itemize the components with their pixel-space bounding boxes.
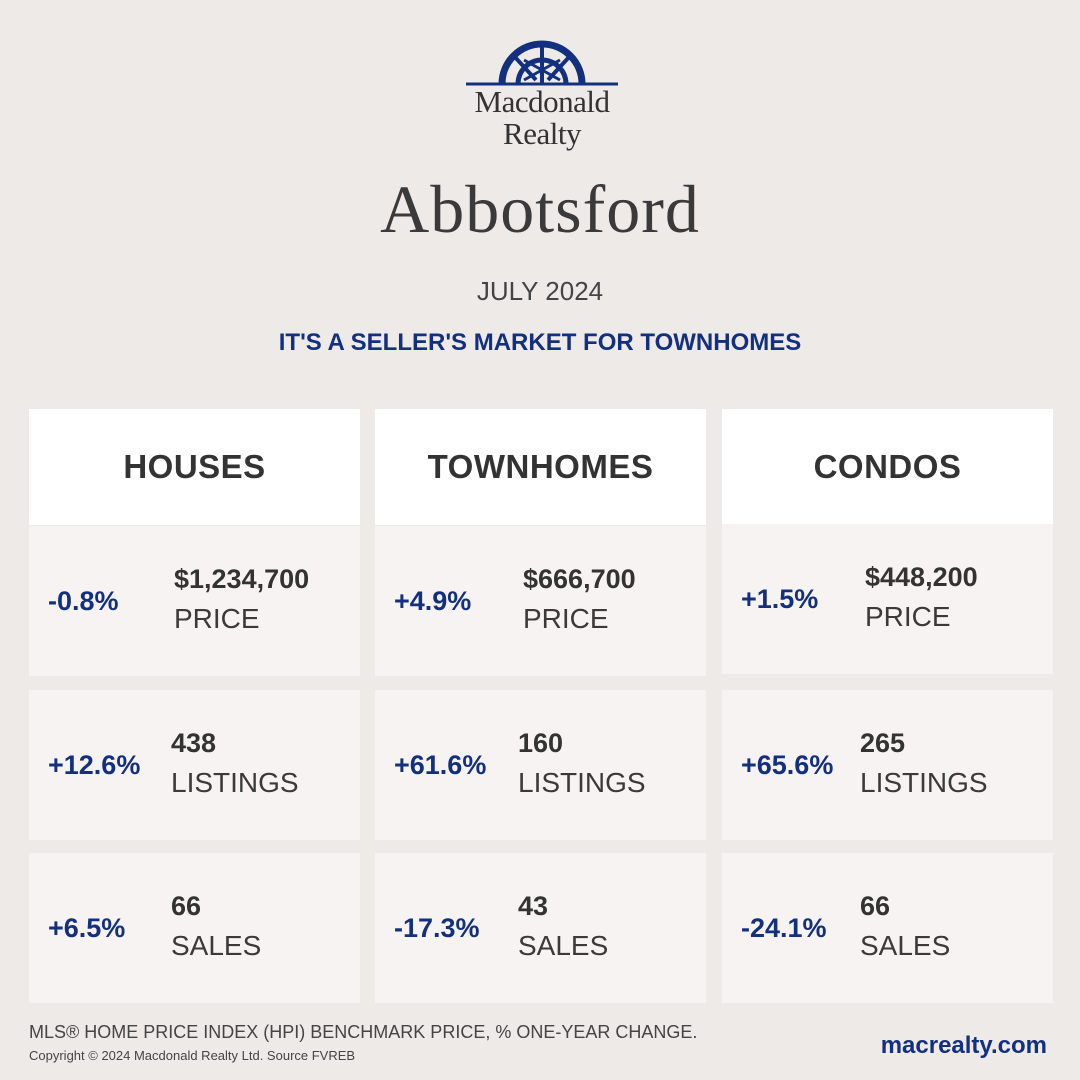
stat-change: +1.5% [741,583,819,614]
stat-value: 43 [518,891,549,921]
stat-value: 160 [518,728,564,758]
stat-change: +61.6% [394,749,487,780]
stat-card-sales: -17.3% 43 SALES [375,853,706,1003]
market-tagline: IT'S A SELLER'S MARKET FOR TOWNHOMES [278,329,802,356]
stat-value: 66 [860,891,891,921]
methodology-note: MLS® HOME PRICE INDEX (HPI) BENCHMARK PR… [29,1022,698,1042]
report-period: JULY 2024 [476,276,604,306]
brand-logo: Macdonald Realty [462,40,622,162]
stat-label: PRICE [523,603,609,634]
stat-label: SALES [171,930,262,961]
stat-label: SALES [860,930,951,961]
brand-name-line2: Realty [503,116,581,151]
stat-label: LISTINGS [171,767,299,798]
stat-card-price: +1.5% $448,200 PRICE [722,524,1053,674]
stat-change: +6.5% [48,912,126,943]
column-condos: CONDOS +1.5% $448,200 PRICE +65.6% 265 L… [722,409,1053,1003]
column-houses: HOUSES -0.8% $1,234,700 PRICE +12.6% 438… [29,409,360,1003]
column-title: TOWNHOMES [375,409,706,525]
website-link[interactable]: macrealty.com [880,1032,1047,1059]
column-title: HOUSES [29,409,360,525]
stat-label: LISTINGS [518,767,646,798]
column-townhomes: TOWNHOMES +4.9% $666,700 PRICE +61.6% 16… [375,409,706,1003]
stat-label: SALES [518,930,609,961]
stat-change: +65.6% [741,749,834,780]
column-title: CONDOS [722,409,1053,525]
stat-change: -24.1% [741,912,827,943]
copyright-text: Copyright © 2024 Macdonald Realty Ltd. S… [29,1048,356,1063]
stat-label: PRICE [174,603,260,634]
stat-value: $1,234,700 [174,564,310,594]
stat-change: +4.9% [394,585,472,616]
stat-card-listings: +12.6% 438 LISTINGS [29,690,360,840]
stat-change: -0.8% [48,585,119,616]
brand-name-line1: Macdonald [474,84,610,119]
stat-card-listings: +65.6% 265 LISTINGS [722,690,1053,840]
stat-value: 265 [860,728,906,758]
stat-card-price: -0.8% $1,234,700 PRICE [29,526,360,676]
stat-card-sales: -24.1% 66 SALES [722,853,1053,1003]
stat-change: -17.3% [394,912,480,943]
stat-card-price: +4.9% $666,700 PRICE [375,526,706,676]
brand-emblem-icon [466,40,618,86]
stat-card-listings: +61.6% 160 LISTINGS [375,690,706,840]
stat-value: 66 [171,891,202,921]
city-title: Abbotsford [380,171,700,247]
stat-change: +12.6% [48,749,141,780]
stat-card-sales: +6.5% 66 SALES [29,853,360,1003]
stat-value: $666,700 [523,564,636,594]
stat-label: LISTINGS [860,767,988,798]
stat-label: PRICE [865,601,951,632]
stat-value: $448,200 [865,562,978,592]
stat-value: 438 [171,728,217,758]
